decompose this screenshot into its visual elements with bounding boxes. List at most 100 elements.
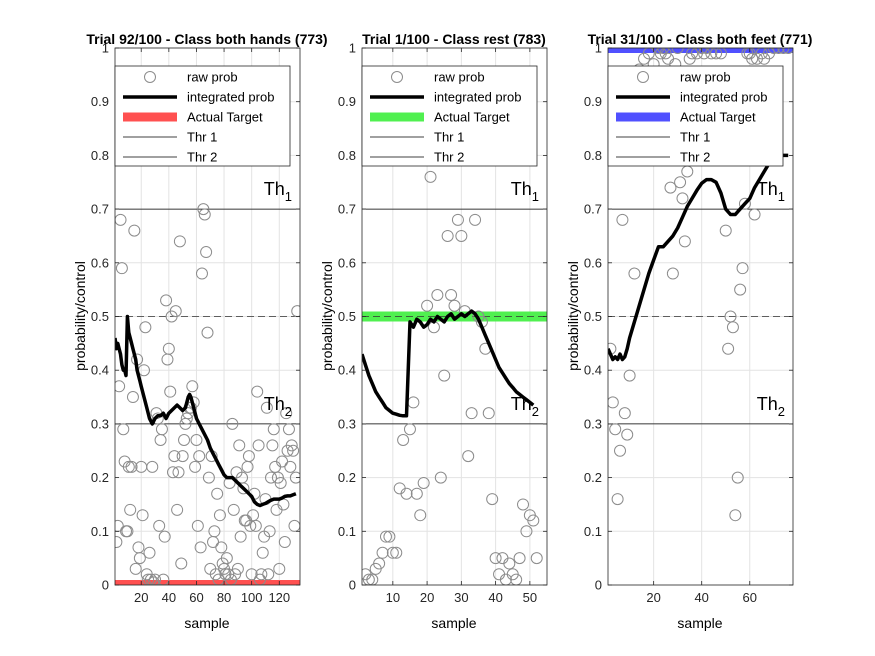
subplot-1-thr1-label: Th1 [264, 179, 292, 204]
subplot-1-raw-point-33 [155, 423, 168, 436]
subplot-1-raw-point-12 [126, 391, 139, 404]
subplot-1: sample probability/control Th1 Th2 0 0.1 0.2… [72, 31, 328, 631]
subplot-2-ytick-label-8: 0.8 [338, 148, 356, 163]
subplot-3-ytick-label-0: 0 [595, 578, 602, 593]
subplot-2-raw-point-5 [376, 546, 389, 559]
subplot-3-integrated-line [608, 153, 789, 362]
subplot-2-legend: raw prob integrated prob Actual Target Thr … [361, 65, 538, 167]
subplot-1-xlabel: sample [184, 615, 229, 631]
subplot-2-raw-point-27 [451, 213, 464, 226]
subplot-1-raw-point-118 [273, 562, 286, 575]
subplot-1-raw-point-57 [189, 460, 202, 473]
subplot-1-raw-point-48 [176, 450, 189, 463]
subplot-3-raw-point-17 [659, 48, 672, 60]
subplot-1-raw-point-58 [190, 434, 203, 447]
subplot-1-raw-point-130 [289, 471, 300, 484]
subplot-2-raw-point-28 [455, 229, 468, 242]
subplot-2-raw-point-37 [486, 493, 499, 506]
subplot-1-raw-point-59 [191, 519, 204, 532]
subplot-2-ytick-label-9: 0.9 [338, 94, 356, 109]
subplot-2-xlabel: sample [431, 615, 476, 631]
subplot-2-raw-point-7 [383, 530, 396, 543]
subplot-1-raw-point-26 [146, 460, 159, 473]
subplot-1-raw-point-125 [282, 423, 295, 436]
subplot-3-raw-point-5 [616, 213, 629, 226]
subplot-2-raw-point-4 [373, 557, 386, 570]
subplot-1-ytick-label-9: 0.9 [91, 94, 109, 109]
subplot-2-xtick-label-0: 10 [386, 590, 400, 605]
subplot-1-raw-point-10 [124, 503, 137, 516]
subplot-3-legend-label-0: raw prob [680, 70, 731, 85]
subplot-2-raw-point-26 [448, 299, 461, 312]
subplot-2-raw-point-32 [469, 213, 482, 226]
subplot-1-ytick-label-2: 0.2 [91, 470, 109, 485]
subplot-1-raw-point-127 [285, 439, 298, 452]
subplot-2-integrated-line [362, 309, 535, 418]
subplot-2-raw-point-47 [520, 525, 533, 538]
subplot-3-ytick-label-8: 0.8 [584, 148, 602, 163]
subplot-3-legend-label-3: Thr 1 [680, 130, 710, 145]
subplot-1-legend-label-4: Thr 2 [187, 150, 217, 165]
subplot-2-thr1-label: Th1 [511, 179, 539, 204]
subplot-2-raw-point-19 [424, 170, 437, 183]
subplot-2-raw-point-44 [510, 573, 523, 585]
subplot-3-raw-point-16 [657, 48, 670, 54]
subplot-1-raw-point-42 [168, 450, 181, 463]
subplot-1-ytick-label-10: 1 [102, 41, 109, 56]
subplot-1-raw-point-34 [157, 573, 170, 585]
subplot-3-legend-label-1: integrated prob [680, 90, 767, 105]
subplot-3-ytick-label-2: 0.2 [584, 470, 602, 485]
subplot-3-raw-point-42 [734, 283, 747, 296]
subplot-3-raw-point-34 [710, 48, 723, 60]
subplot-1-raw-point-41 [166, 466, 179, 479]
subplot-3-raw-point-54 [772, 48, 785, 54]
subplot-1-raw-point-117 [271, 471, 284, 484]
subplot-3-raw-point-4 [614, 444, 627, 457]
subplot-3-raw-point-33 [705, 48, 718, 60]
subplot-1-ytick-label-8: 0.8 [91, 148, 109, 163]
subplot-3-raw-point-25 [678, 235, 691, 248]
subplot-3-raw-point-37 [722, 342, 735, 355]
subplot-2-raw-point-21 [431, 289, 444, 302]
subplot-1-raw-point-66 [201, 326, 214, 339]
subplot-1-raw-point-0 [115, 536, 123, 549]
subplot-2-ytick-label-0: 0 [349, 578, 356, 593]
subplot-2-xtick-label-1: 20 [420, 590, 434, 605]
subplot-3-legend-label-4: Thr 2 [680, 150, 710, 165]
subplot-1-xtick-label-2: 60 [189, 590, 203, 605]
subplot-1-raw-point-75 [213, 509, 226, 522]
subplot-3-thr1-label: Th1 [757, 179, 785, 204]
subplot-2-xtick-label-4: 50 [523, 590, 537, 605]
subplot-1-raw-point-88 [231, 562, 244, 575]
subplot-3-raw-point-14 [652, 48, 665, 54]
subplot-1-raw-point-114 [267, 423, 280, 436]
subplot-1-legend-label-2: Actual Target [187, 110, 263, 125]
subplot-3-raw-point-23 [674, 176, 687, 189]
subplot-1-legend: raw prob integrated prob Actual Target Thr … [114, 65, 291, 167]
subplot-2-xtick-label-2: 30 [454, 590, 468, 605]
subplot-3-raw-point-50 [755, 48, 768, 60]
subplot-1-raw-point-126 [284, 460, 297, 473]
subplot-3-raw-point-36 [719, 224, 732, 237]
subplot-1-integrated-line [115, 314, 297, 508]
subplot-3-raw-point-30 [695, 48, 708, 54]
subplot-1-raw-point-28 [149, 573, 162, 585]
subplot-1-raw-point-47 [175, 557, 188, 570]
subplot-3-raw-point-32 [700, 48, 713, 54]
subplot-1-raw-point-103 [252, 439, 265, 452]
subplot-1-raw-point-5 [117, 423, 130, 436]
subplot-1-raw-point-64 [198, 208, 211, 221]
subplot-3-raw-point-28 [686, 48, 699, 60]
subplot-1-raw-point-104 [253, 573, 266, 585]
subplot-1-ytick-label-3: 0.3 [91, 416, 109, 431]
subplot-1-xtick-label-3: 80 [217, 590, 231, 605]
subplot-3-ytick-label-10: 1 [595, 41, 602, 56]
subplot-3-ytick-label-9: 0.9 [584, 94, 602, 109]
subplot-2-raw-point-22 [434, 471, 447, 484]
subplot-2-legend-label-1: integrated prob [434, 90, 521, 105]
subplot-1-raw-point-128 [287, 444, 300, 457]
subplot-3-raw-point-19 [664, 181, 677, 194]
subplot-1-raw-point-122 [278, 536, 291, 549]
subplot-1-raw-point-120 [276, 455, 289, 468]
subplot-1-legend-swatch-0 [144, 71, 156, 83]
